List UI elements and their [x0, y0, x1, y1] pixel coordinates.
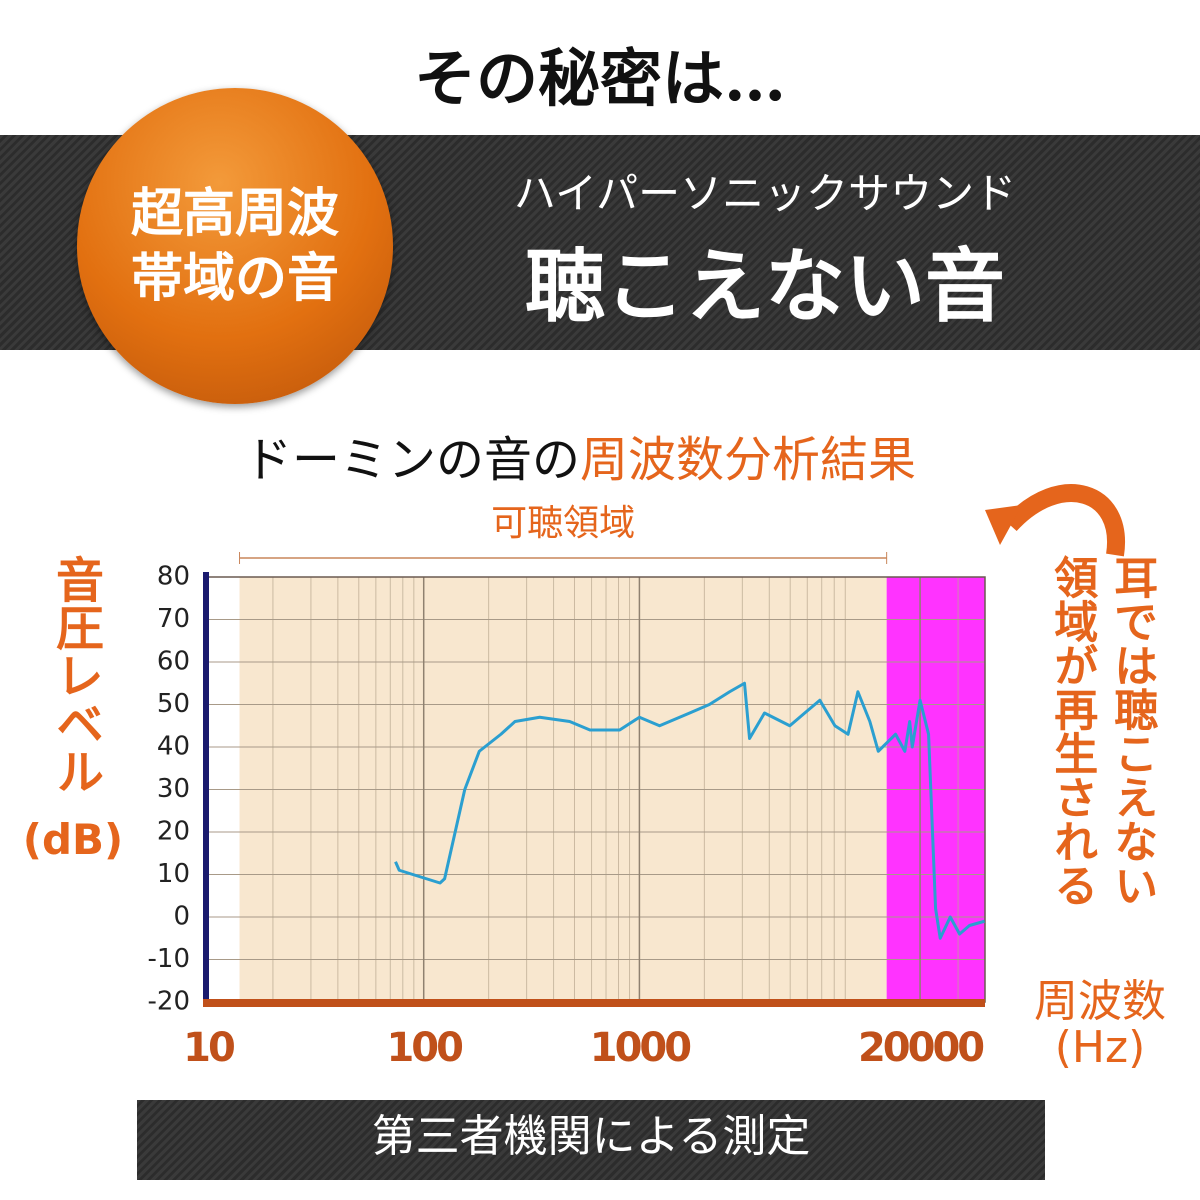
- data-line: [394, 681, 985, 940]
- y-tick-label: -10: [148, 944, 190, 974]
- footer: 第三者機関による測定: [137, 1100, 1045, 1180]
- x-axis-unit: (Hz): [1054, 1022, 1146, 1073]
- x-tick-label: 100: [386, 1025, 462, 1071]
- y-tick-label: 60: [157, 647, 190, 677]
- x-tick-label: 20000: [858, 1025, 983, 1071]
- y-tick-label: 30: [157, 774, 190, 804]
- region-label: 可聴領域: [491, 503, 635, 544]
- y-tick-label: -20: [148, 987, 190, 1017]
- y-axis-label: 音圧レベル: [47, 555, 103, 795]
- y-tick-label: 70: [157, 604, 190, 634]
- arrow-head: [985, 505, 1022, 545]
- arrow: [1003, 484, 1126, 557]
- y-tick-label: 50: [157, 689, 190, 719]
- y-tick-label: 40: [157, 732, 190, 762]
- y-tick-label: 80: [157, 562, 190, 592]
- banner-title: 聴こえない音: [525, 240, 1005, 333]
- badge-line: 超高周波: [130, 183, 339, 244]
- headline: その秘密は…: [413, 42, 786, 115]
- badge-line: 帯域の音: [130, 248, 339, 309]
- subtitle: ドーミンの音の周波数分析結果: [0, 420, 1160, 490]
- x-tick-label: 1000: [590, 1025, 690, 1071]
- x-tick-label: 10: [183, 1025, 234, 1071]
- badge: 超高周波 帯域の音: [77, 88, 393, 404]
- y-axis-unit: (dB): [22, 815, 124, 864]
- side-note: 領域が再生される: [1046, 555, 1098, 907]
- banner-ruby: ハイパーソニックサウンド: [513, 169, 1017, 218]
- y-tick-label: 10: [157, 859, 190, 889]
- side-note: 耳では聴こえない: [1106, 555, 1158, 907]
- y-tick-label: 20: [157, 817, 190, 847]
- subtitle-highlight: 周波数分析結果: [580, 432, 917, 488]
- subtitle-plain: ドーミンの音の: [243, 432, 580, 488]
- x-axis-label: 周波数: [1034, 976, 1166, 1027]
- y-tick-label: 0: [173, 902, 190, 932]
